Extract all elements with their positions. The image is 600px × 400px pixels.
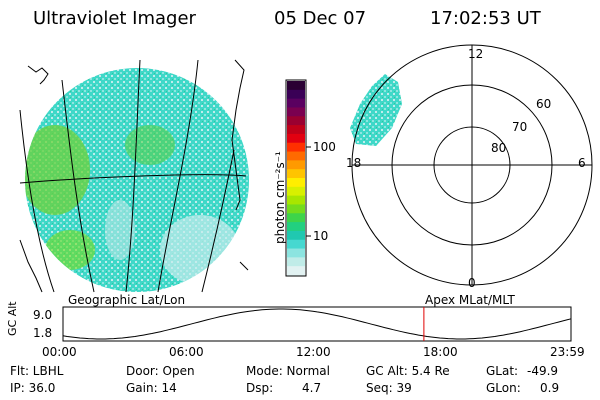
door-info: Door: Open xyxy=(126,364,195,378)
altplot-xtick-0600: 06:00 xyxy=(169,345,204,359)
colorbar-cell xyxy=(287,257,305,267)
geo-panel-label: Geographic Lat/Lon xyxy=(68,293,186,307)
colorbar-cell xyxy=(287,248,305,258)
colorbar-cell xyxy=(287,169,305,179)
glon-label: GLon: xyxy=(486,381,521,395)
glat-label: GLat: xyxy=(486,364,519,378)
glon-value: 0.9 xyxy=(540,381,560,395)
colorbar-cell xyxy=(287,213,305,223)
gain-info: Gain: 14 xyxy=(126,381,177,395)
altplot-xtick-0000: 00:00 xyxy=(42,345,77,359)
green-emission-region xyxy=(25,125,90,215)
altplot-xtick-2359: 23:59 xyxy=(550,345,585,359)
polar-aurora-patch xyxy=(350,74,402,146)
colorbar-cell xyxy=(287,98,305,108)
colorbar-cell xyxy=(287,151,305,161)
colorbar-cell xyxy=(287,89,305,100)
colorbar-cell xyxy=(287,160,305,170)
lat-line xyxy=(19,174,247,184)
altplot-ylabel: GC Alt xyxy=(6,301,19,336)
coastline-4 xyxy=(239,261,249,271)
mlat-80-label: 80 xyxy=(491,141,507,155)
ip-info: IP: 36.0 xyxy=(10,381,56,395)
dsp-value: 4.7 xyxy=(302,381,322,395)
gc-alt-info: GC Alt: 5.4 Re xyxy=(366,364,450,378)
lon-line-5 xyxy=(19,109,55,293)
colorbar-cell xyxy=(287,186,305,197)
colorbar-tick-10: 10 xyxy=(313,229,329,243)
lon-line-1 xyxy=(61,79,95,293)
colorbar-cell xyxy=(287,239,305,250)
colorbar-cell xyxy=(287,107,305,117)
colorbar-cell xyxy=(287,178,305,188)
mlt-12-label: 12 xyxy=(468,47,484,61)
altplot-xtick-1200: 12:00 xyxy=(296,345,331,359)
filter-info: Flt: LBHL xyxy=(10,364,64,378)
time-label: 17:02:53 UT xyxy=(430,8,541,29)
mlt-6-label: 6 xyxy=(578,156,586,170)
colorbar-cell xyxy=(287,230,305,241)
colorbar-cell xyxy=(287,142,305,153)
seq-info: Seq: 39 xyxy=(366,381,412,395)
altplot-ytick-1-8: 1.8 xyxy=(33,326,53,340)
colorbar-cell xyxy=(287,125,305,135)
lon-line-3 xyxy=(157,59,199,293)
altplot-ytick-9: 9.0 xyxy=(33,308,53,322)
coastline-3 xyxy=(19,239,43,293)
mlat-70-label: 70 xyxy=(512,120,528,134)
colorbar-cell xyxy=(287,204,305,214)
lon-line-2 xyxy=(125,59,141,293)
coastline xyxy=(27,65,49,85)
colorbar-cell xyxy=(287,81,305,91)
glat-value: -49.9 xyxy=(527,364,559,378)
dsp-label: Dsp: xyxy=(246,381,274,395)
mlt-18-label: 18 xyxy=(346,156,362,170)
date-label: 05 Dec 07 xyxy=(274,8,367,29)
colorbar-cell xyxy=(287,266,305,276)
colorbar-tick-100: 100 xyxy=(313,140,336,154)
altitude-curve xyxy=(62,308,572,340)
mode-info: Mode: Normal xyxy=(246,364,330,378)
green-emission-region-3 xyxy=(125,125,175,165)
altplot-xtick-1800: 18:00 xyxy=(423,345,458,359)
app-title: Ultraviolet Imager xyxy=(33,8,196,29)
mlt-0-label: 0 xyxy=(468,276,476,290)
coastline-2 xyxy=(231,59,245,211)
lon-line-4 xyxy=(201,149,235,293)
pale-region-2 xyxy=(105,200,135,260)
colorbar-cell xyxy=(287,116,305,126)
mlat-60-label: 60 xyxy=(536,97,552,111)
polar-panel-label: Apex MLat/MLT xyxy=(425,293,515,307)
colorbar-cell xyxy=(287,133,305,144)
colorbar-cell xyxy=(287,222,305,232)
colorbar-cell xyxy=(287,195,305,205)
